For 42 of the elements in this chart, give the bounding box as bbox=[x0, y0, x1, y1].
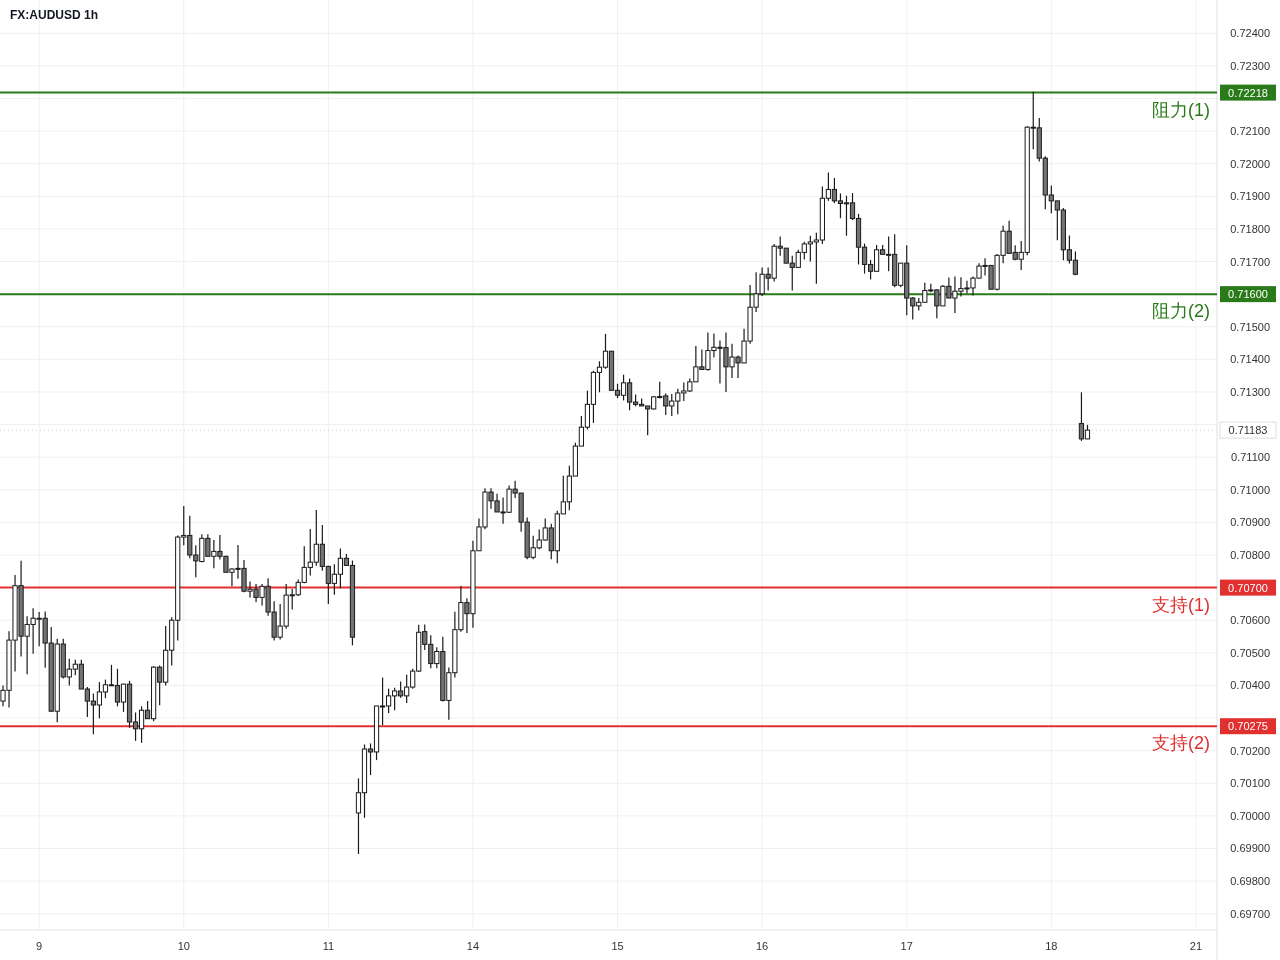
x-tick-label: 16 bbox=[756, 940, 769, 952]
y-tick-label: 0.72400 bbox=[1230, 27, 1270, 40]
ref-line-label: 阻力(1) bbox=[1152, 99, 1210, 120]
y-tick-label: 0.71300 bbox=[1230, 385, 1270, 398]
y-tick-label: 0.71800 bbox=[1230, 222, 1270, 235]
y-tick-label: 0.69800 bbox=[1230, 875, 1270, 888]
x-tick-label: 11 bbox=[322, 940, 335, 952]
y-tick-label: 0.70100 bbox=[1230, 777, 1270, 790]
y-tick-label: 0.70900 bbox=[1230, 516, 1270, 529]
y-tick-label: 0.70600 bbox=[1230, 614, 1270, 627]
text: 0.71183 bbox=[1228, 424, 1268, 437]
y-tick-label: 0.72100 bbox=[1230, 125, 1270, 138]
y-tick-label: 0.69700 bbox=[1230, 907, 1270, 920]
x-tick-label: 14 bbox=[466, 940, 480, 952]
y-tick-label: 0.69900 bbox=[1230, 842, 1270, 855]
y-tick-label: 0.72000 bbox=[1230, 157, 1270, 170]
y-tick-label: 0.70500 bbox=[1230, 646, 1270, 659]
y-tick-label: 0.71100 bbox=[1231, 451, 1270, 464]
x-tick-label: 9 bbox=[36, 940, 43, 952]
x-tick-label: 21 bbox=[1189, 940, 1203, 952]
x-tick-label: 15 bbox=[611, 940, 624, 952]
y-tick-label: 0.70400 bbox=[1230, 679, 1270, 692]
text: 0.70275 bbox=[1228, 720, 1268, 733]
y-tick-label: 0.71000 bbox=[1230, 483, 1270, 496]
y-tick-label: 0.71700 bbox=[1230, 255, 1270, 268]
y-tick-label: 0.70200 bbox=[1230, 744, 1270, 757]
text: 0.71600 bbox=[1228, 288, 1268, 301]
y-tick-label: 0.72300 bbox=[1230, 59, 1270, 72]
y-tick-label: 0.71500 bbox=[1230, 320, 1270, 333]
x-tick-label: 10 bbox=[177, 940, 190, 952]
text: 0.70700 bbox=[1228, 581, 1268, 594]
y-tick-label: 0.70800 bbox=[1230, 549, 1270, 561]
text: 0.72218 bbox=[1228, 86, 1268, 99]
ref-line-label: 支持(2) bbox=[1152, 733, 1210, 754]
x-tick-label: 18 bbox=[1045, 940, 1058, 952]
ref-line-label: 阻力(2) bbox=[1152, 301, 1210, 322]
chart-title: FX:AUDUSD 1h bbox=[10, 8, 99, 22]
y-tick-label: 0.71900 bbox=[1230, 190, 1270, 203]
y-tick-label: 0.71400 bbox=[1230, 353, 1270, 366]
x-tick-label: 17 bbox=[900, 940, 913, 952]
y-tick-label: 0.70000 bbox=[1230, 809, 1270, 822]
ref-line-label: 支持(1) bbox=[1152, 594, 1210, 615]
